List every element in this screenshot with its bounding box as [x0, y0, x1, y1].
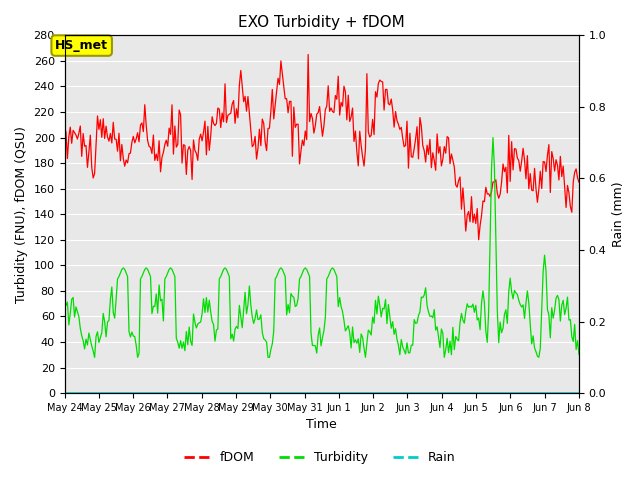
fDOM: [285, 98, 293, 104]
fDOM: [475, 237, 483, 243]
Turbidity: [233, 324, 241, 329]
Title: EXO Turbidity + fDOM: EXO Turbidity + fDOM: [238, 15, 405, 30]
Rain: [124, 390, 131, 396]
Rain: [61, 390, 68, 396]
Rain: [547, 390, 554, 396]
Turbidity: [216, 276, 223, 282]
Turbidity: [61, 300, 68, 305]
fDOM: [549, 156, 557, 161]
fDOM: [304, 52, 312, 58]
Legend: fDOM, Turbidity, Rain: fDOM, Turbidity, Rain: [179, 446, 461, 469]
Turbidity: [575, 352, 583, 358]
Line: Turbidity: Turbidity: [65, 138, 579, 357]
Y-axis label: Turbidity (FNU), fDOM (QSU): Turbidity (FNU), fDOM (QSU): [15, 126, 28, 303]
Turbidity: [489, 135, 497, 141]
Turbidity: [241, 289, 249, 295]
Turbidity: [287, 290, 295, 296]
X-axis label: Time: Time: [307, 419, 337, 432]
Turbidity: [91, 354, 99, 360]
fDOM: [240, 99, 248, 105]
Rain: [231, 390, 239, 396]
Rain: [575, 390, 583, 396]
fDOM: [231, 120, 239, 126]
Rain: [285, 390, 293, 396]
Y-axis label: Rain (mm): Rain (mm): [612, 181, 625, 247]
fDOM: [61, 124, 68, 130]
Rain: [240, 390, 248, 396]
Line: fDOM: fDOM: [65, 55, 579, 240]
Text: HS_met: HS_met: [55, 39, 108, 52]
Turbidity: [125, 329, 133, 335]
fDOM: [575, 180, 583, 185]
fDOM: [124, 160, 131, 166]
Rain: [214, 390, 221, 396]
Turbidity: [549, 315, 557, 321]
fDOM: [214, 105, 221, 111]
